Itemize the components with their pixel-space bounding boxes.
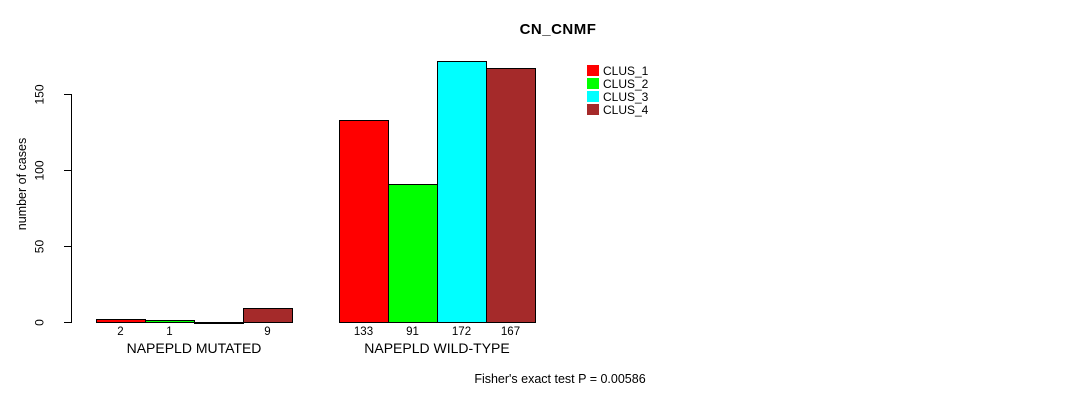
y-tick-mark — [64, 246, 71, 247]
legend-swatch-clus_1 — [587, 65, 599, 76]
bar-clus_2-2 — [388, 184, 438, 323]
bar-clus_4-2 — [486, 68, 536, 323]
legend-swatch-clus_2 — [587, 78, 599, 89]
stat-annotation: Fisher's exact test P = 0.00586 — [474, 372, 646, 386]
x-category-label: NAPEPLD WILD-TYPE — [364, 340, 510, 356]
legend-label-clus_3: CLUS_3 — [603, 90, 649, 104]
bar-value-label: 133 — [353, 326, 374, 338]
bar-value-label: 1 — [166, 326, 173, 338]
legend-label-clus_2: CLUS_2 — [603, 77, 649, 91]
bar-value-label: 91 — [406, 326, 419, 338]
legend-swatch-clus_3 — [587, 91, 599, 102]
y-axis-line — [71, 94, 72, 323]
y-tick-mark — [64, 322, 71, 323]
chart-title: CN_CNMF — [519, 21, 597, 38]
y-tick-mark — [64, 94, 71, 95]
bar-value-label: 2 — [117, 326, 124, 338]
bar-value-label: 9 — [264, 326, 271, 338]
bar-value-label: 172 — [451, 326, 472, 338]
bar-value-label: 167 — [500, 326, 521, 338]
x-category-label: NAPEPLD MUTATED — [126, 340, 262, 356]
bar-clus_2-1 — [145, 320, 195, 323]
legend-label-clus_4: CLUS_4 — [603, 103, 649, 117]
y-tick-mark — [64, 170, 71, 171]
bar-clus_4-1 — [243, 308, 293, 323]
bar-clus_1-2 — [339, 120, 389, 323]
legend-label-clus_1: CLUS_1 — [603, 64, 649, 78]
bar-clus_3-1 — [194, 322, 244, 324]
legend-swatch-clus_4 — [587, 104, 599, 115]
